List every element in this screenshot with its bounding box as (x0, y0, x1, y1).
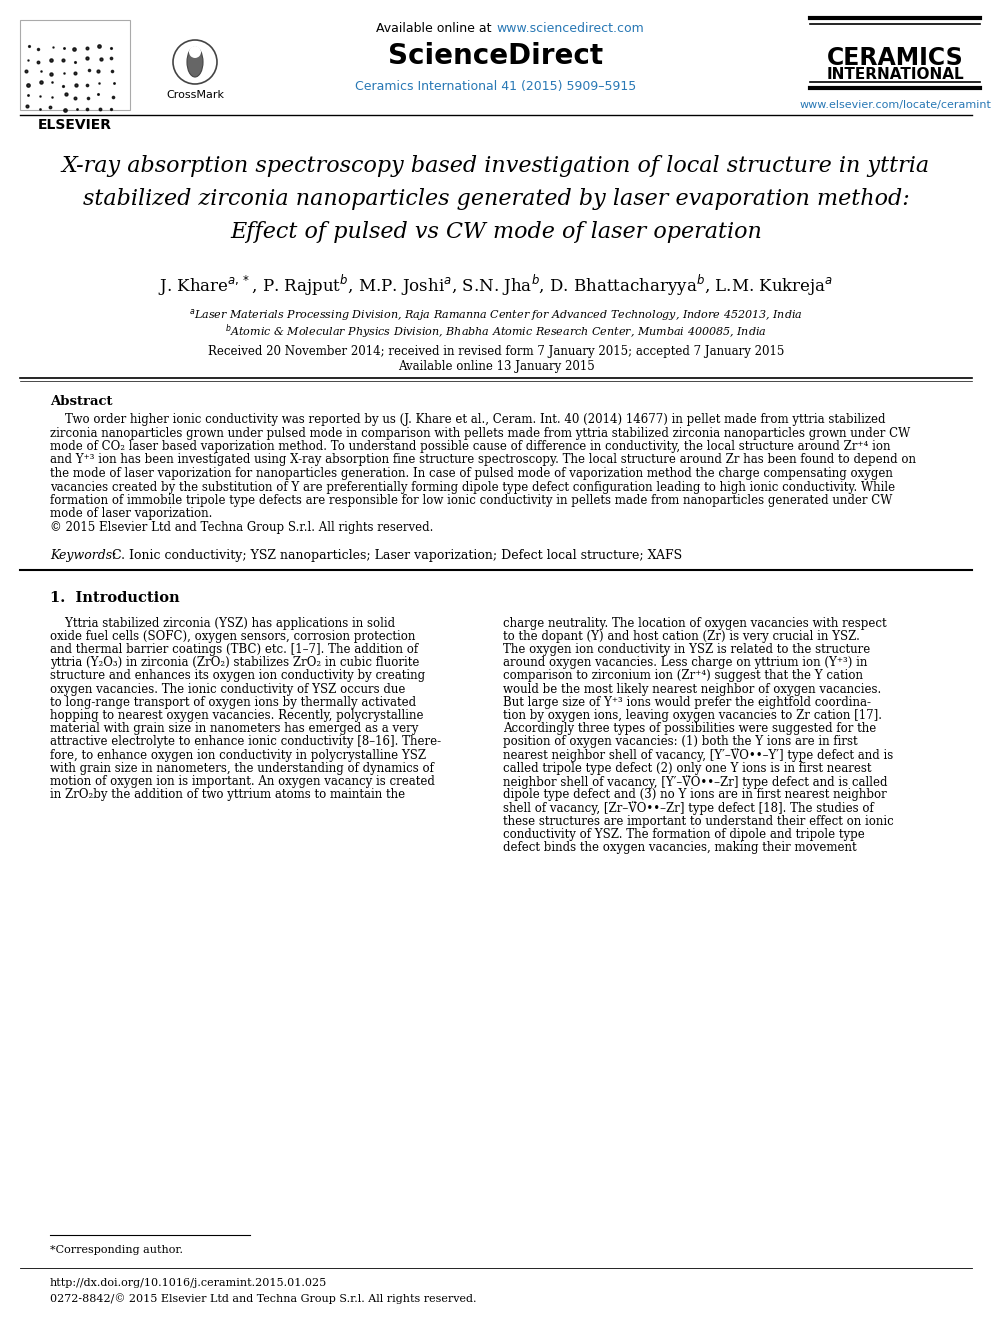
Text: CrossMark: CrossMark (166, 90, 224, 101)
Text: to long-range transport of oxygen ions by thermally activated: to long-range transport of oxygen ions b… (50, 696, 416, 709)
Text: and Y⁺³ ion has been investigated using X-ray absorption fine structure spectros: and Y⁺³ ion has been investigated using … (50, 454, 916, 467)
Text: would be the most likely nearest neighbor of oxygen vacancies.: would be the most likely nearest neighbo… (503, 683, 881, 696)
Text: around oxygen vacancies. Less charge on yttrium ion (Y⁺³) in: around oxygen vacancies. Less charge on … (503, 656, 867, 669)
Text: yttria (Y₂O₃) in zirconia (ZrO₂) stabilizes ZrO₂ in cubic fluorite: yttria (Y₂O₃) in zirconia (ZrO₂) stabili… (50, 656, 420, 669)
Text: mode of CO₂ laser based vaporization method. To understand possible cause of dif: mode of CO₂ laser based vaporization met… (50, 441, 891, 452)
Text: www.elsevier.com/locate/ceramint: www.elsevier.com/locate/ceramint (800, 101, 991, 110)
Text: Available online at: Available online at (377, 22, 496, 34)
Text: 1.  Introduction: 1. Introduction (50, 591, 180, 606)
Text: with grain size in nanometers, the understanding of dynamics of: with grain size in nanometers, the under… (50, 762, 434, 775)
Text: INTERNATIONAL: INTERNATIONAL (826, 67, 964, 82)
Text: The oxygen ion conductivity in YSZ is related to the structure: The oxygen ion conductivity in YSZ is re… (503, 643, 870, 656)
Text: $^{b}$Atomic & Molecular Physics Division, Bhabha Atomic Research Center, Mumbai: $^{b}$Atomic & Molecular Physics Divisio… (225, 321, 767, 340)
Text: comparison to zirconium ion (Zr⁺⁴) suggest that the Y cation: comparison to zirconium ion (Zr⁺⁴) sugge… (503, 669, 863, 683)
Text: charge neutrality. The location of oxygen vacancies with respect: charge neutrality. The location of oxyge… (503, 617, 887, 630)
Text: © 2015 Elsevier Ltd and Techna Group S.r.l. All rights reserved.: © 2015 Elsevier Ltd and Techna Group S.r… (50, 521, 434, 534)
Text: *Corresponding author.: *Corresponding author. (50, 1245, 183, 1256)
Text: J. Khare$^{a,*}$, P. Rajput$^{b}$, M.P. Joshi$^{a}$, S.N. Jha$^{b}$, D. Bhattach: J. Khare$^{a,*}$, P. Rajput$^{b}$, M.P. … (159, 273, 833, 298)
Text: defect binds the oxygen vacancies, making their movement: defect binds the oxygen vacancies, makin… (503, 841, 857, 853)
Text: and thermal barrier coatings (TBC) etc. [1–7]. The addition of: and thermal barrier coatings (TBC) etc. … (50, 643, 418, 656)
Text: structure and enhances its oxygen ion conductivity by creating: structure and enhances its oxygen ion co… (50, 669, 426, 683)
Text: motion of oxygen ion is important. An oxygen vacancy is created: motion of oxygen ion is important. An ox… (50, 775, 434, 789)
Text: Abstract: Abstract (50, 396, 112, 407)
Text: $^{a}$Laser Materials Processing Division, Raja Ramanna Center for Advanced Tech: $^{a}$Laser Materials Processing Divisio… (189, 307, 803, 323)
Text: stabilized zirconia nanoparticles generated by laser evaporation method:: stabilized zirconia nanoparticles genera… (82, 188, 910, 210)
Text: dipole type defect and (3) no Y ions are in first nearest neighbor: dipole type defect and (3) no Y ions are… (503, 789, 887, 802)
Text: called tripole type defect (2) only one Y ions is in first nearest: called tripole type defect (2) only one … (503, 762, 872, 775)
Text: Keywords:: Keywords: (50, 549, 116, 562)
Text: Effect of pulsed vs CW mode of laser operation: Effect of pulsed vs CW mode of laser ope… (230, 221, 762, 243)
Text: position of oxygen vacancies: (1) both the Y ions are in first: position of oxygen vacancies: (1) both t… (503, 736, 858, 749)
Text: oxide fuel cells (SOFC), oxygen sensors, corrosion protection: oxide fuel cells (SOFC), oxygen sensors,… (50, 630, 416, 643)
Text: the mode of laser vaporization for nanoparticles generation. In case of pulsed m: the mode of laser vaporization for nanop… (50, 467, 893, 480)
Text: Ceramics International 41 (2015) 5909–5915: Ceramics International 41 (2015) 5909–59… (355, 79, 637, 93)
Text: Two order higher ionic conductivity was reported by us (J. Khare et al., Ceram. : Two order higher ionic conductivity was … (50, 413, 886, 426)
Text: Available online 13 January 2015: Available online 13 January 2015 (398, 360, 594, 373)
Text: ScienceDirect: ScienceDirect (389, 42, 603, 70)
Text: shell of vacancy, [Zr–V̈O••–Zr] type defect [18]. The studies of: shell of vacancy, [Zr–V̈O••–Zr] type def… (503, 802, 874, 815)
Ellipse shape (187, 48, 203, 77)
Text: 0272-8842/© 2015 Elsevier Ltd and Techna Group S.r.l. All rights reserved.: 0272-8842/© 2015 Elsevier Ltd and Techna… (50, 1293, 476, 1303)
Text: fore, to enhance oxygen ion conductivity in polycrystalline YSZ: fore, to enhance oxygen ion conductivity… (50, 749, 427, 762)
Text: Yttria stabilized zirconia (YSZ) has applications in solid: Yttria stabilized zirconia (YSZ) has app… (50, 617, 395, 630)
Text: attractive electrolyte to enhance ionic conductivity [8–16]. There-: attractive electrolyte to enhance ionic … (50, 736, 441, 749)
Text: vacancies created by the substitution of Y are preferentially forming dipole typ: vacancies created by the substitution of… (50, 480, 895, 493)
Text: material with grain size in nanometers has emerged as a very: material with grain size in nanometers h… (50, 722, 419, 736)
Text: these structures are important to understand their effect on ionic: these structures are important to unders… (503, 815, 894, 827)
Text: X-ray absorption spectroscopy based investigation of local structure in yttria: X-ray absorption spectroscopy based inve… (62, 155, 930, 177)
Text: hopping to nearest oxygen vacancies. Recently, polycrystalline: hopping to nearest oxygen vacancies. Rec… (50, 709, 424, 722)
Bar (20, 20, 130, 110)
Text: Accordingly three types of possibilities were suggested for the: Accordingly three types of possibilities… (503, 722, 876, 736)
Text: neighbor shell of vacancy, [Y′–V̈O••–Zr] type defect and is called: neighbor shell of vacancy, [Y′–V̈O••–Zr]… (503, 775, 888, 789)
Text: C. Ionic conductivity; YSZ nanoparticles; Laser vaporization; Defect local struc: C. Ionic conductivity; YSZ nanoparticles… (108, 549, 682, 562)
Text: oxygen vacancies. The ionic conductivity of YSZ occurs due: oxygen vacancies. The ionic conductivity… (50, 683, 406, 696)
Text: zirconia nanoparticles grown under pulsed mode in comparison with pellets made f: zirconia nanoparticles grown under pulse… (50, 426, 911, 439)
Text: tion by oxygen ions, leaving oxygen vacancies to Zr cation [17].: tion by oxygen ions, leaving oxygen vaca… (503, 709, 882, 722)
Text: mode of laser vaporization.: mode of laser vaporization. (50, 508, 212, 520)
Text: nearest neighbor shell of vacancy, [Y′–V̈O••–Y′] type defect and is: nearest neighbor shell of vacancy, [Y′–V… (503, 749, 893, 762)
Text: formation of immobile tripole type defects are responsible for low ionic conduct: formation of immobile tripole type defec… (50, 493, 893, 507)
Text: ELSEVIER: ELSEVIER (38, 118, 112, 132)
Circle shape (189, 46, 201, 58)
Text: CERAMICS: CERAMICS (826, 46, 963, 70)
Text: in ZrO₂by the addition of two yttrium atoms to maintain the: in ZrO₂by the addition of two yttrium at… (50, 789, 405, 802)
Text: to the dopant (Y) and host cation (Zr) is very crucial in YSZ.: to the dopant (Y) and host cation (Zr) i… (503, 630, 860, 643)
Text: www.sciencedirect.com: www.sciencedirect.com (496, 22, 644, 34)
Text: conductivity of YSZ. The formation of dipole and tripole type: conductivity of YSZ. The formation of di… (503, 828, 865, 840)
Text: Received 20 November 2014; received in revised form 7 January 2015; accepted 7 J: Received 20 November 2014; received in r… (207, 345, 785, 359)
Text: But large size of Y⁺³ ions would prefer the eightfold coordina-: But large size of Y⁺³ ions would prefer … (503, 696, 871, 709)
Text: http://dx.doi.org/10.1016/j.ceramint.2015.01.025: http://dx.doi.org/10.1016/j.ceramint.201… (50, 1278, 327, 1289)
